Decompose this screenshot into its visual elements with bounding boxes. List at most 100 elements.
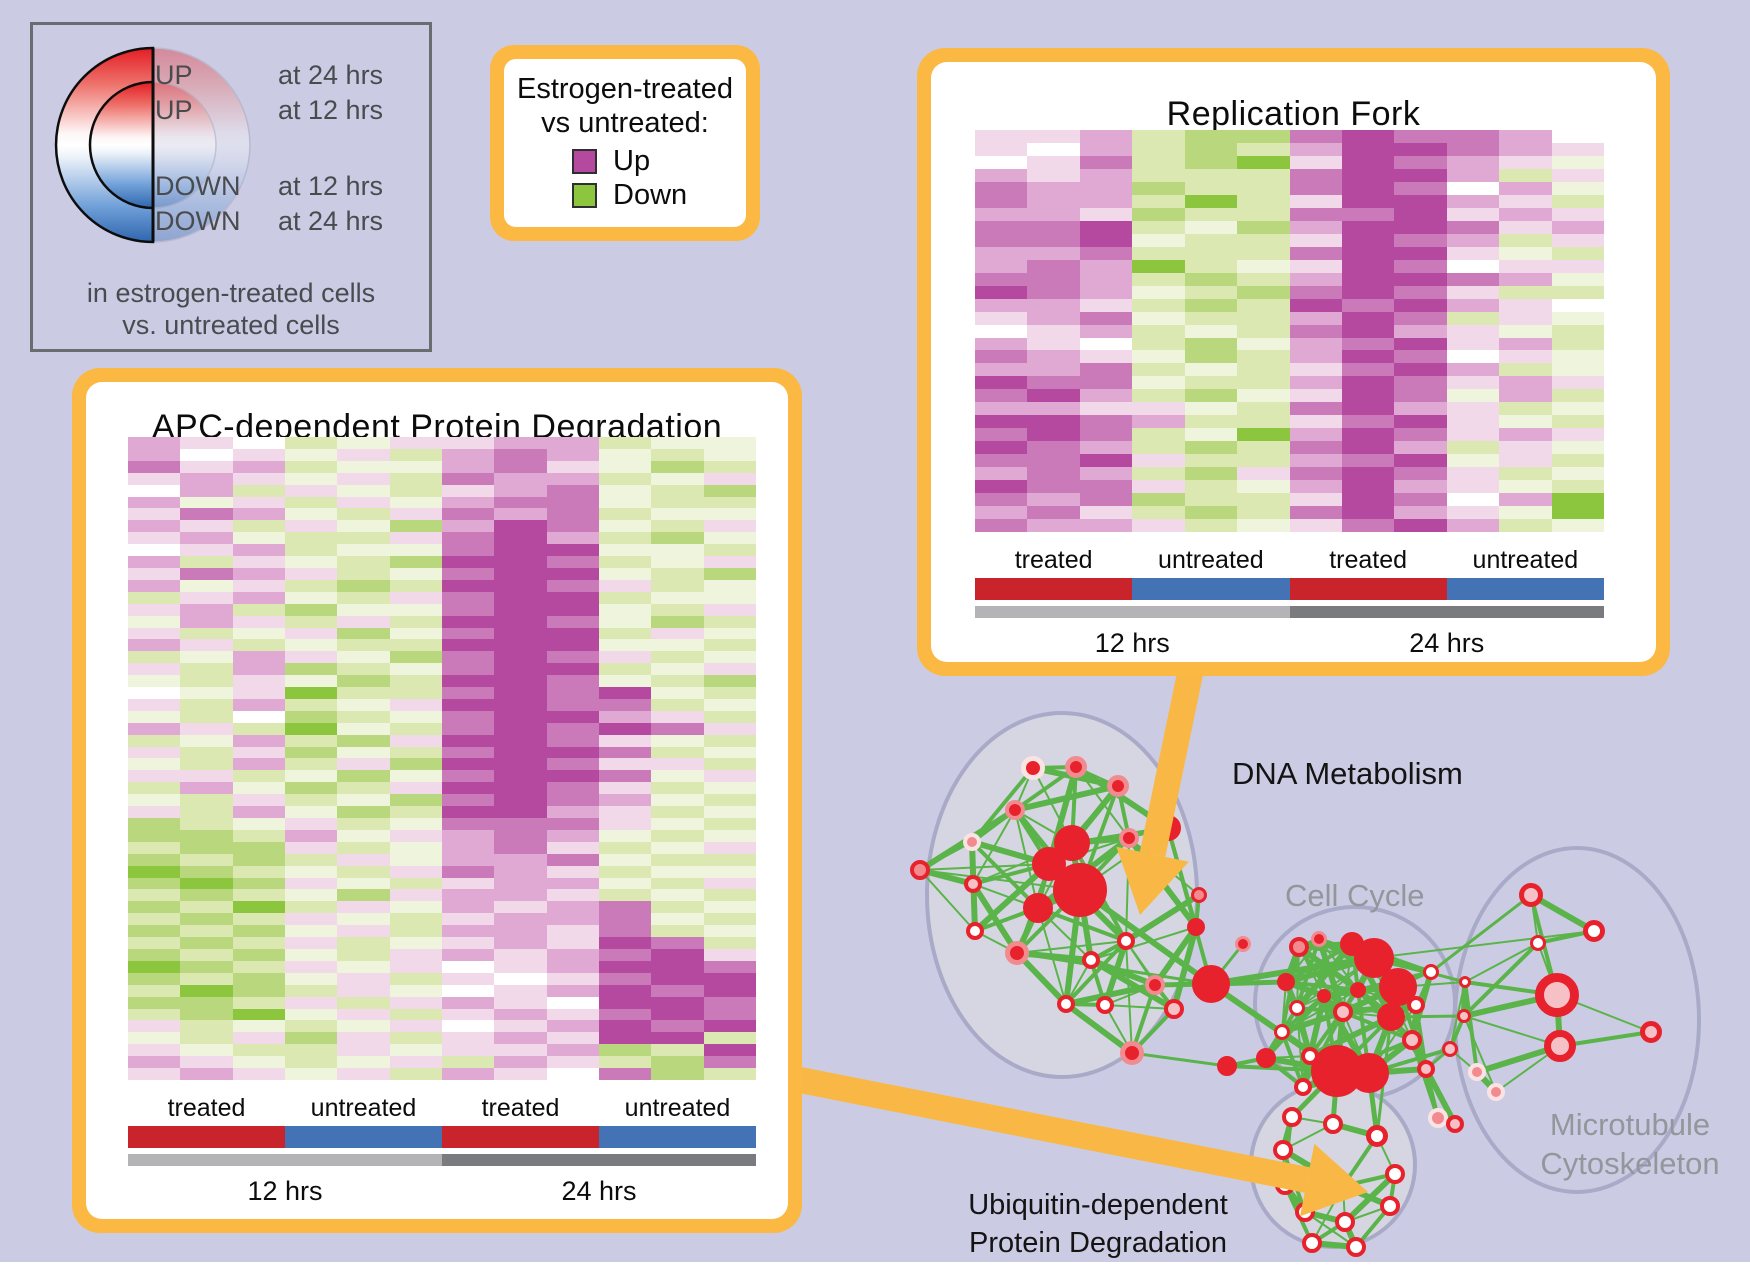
heatmap-row <box>975 168 1605 182</box>
scale-row-time: at 12 hrs <box>278 95 384 125</box>
time-label-12hrs: 12 hrs <box>1094 628 1170 658</box>
heatmap-row <box>128 829 756 842</box>
gene-node <box>966 922 984 940</box>
group-label-treated-2: treated <box>481 1094 560 1122</box>
heatmap-row <box>128 1044 756 1057</box>
time-bar-24hrs <box>1289 606 1604 618</box>
group-label-untreated-1: untreated <box>310 1094 417 1122</box>
gene-node <box>1487 1083 1505 1101</box>
heatmap-row <box>128 710 756 723</box>
heatmap-row <box>128 853 756 866</box>
heatmap-row <box>128 520 756 533</box>
heatmap-row <box>975 376 1605 390</box>
ubiquitin-label-line2: Protein Degradation <box>969 1227 1227 1259</box>
gene-node <box>1082 951 1100 969</box>
gene-node <box>1217 1056 1237 1076</box>
heatmap-row <box>128 698 756 711</box>
time-bar-12hrs <box>128 1154 442 1166</box>
gene-node <box>1333 1002 1353 1022</box>
gene-node <box>1583 920 1605 942</box>
heatmap-row <box>128 496 756 509</box>
heatmap-row <box>128 782 756 795</box>
gene-node <box>963 833 981 851</box>
callout-arrow-icon-2 <box>787 1065 1368 1217</box>
gene-node <box>1340 932 1364 956</box>
heatmap-row <box>128 877 756 890</box>
color-scale-legend: UP at 24 hrs UP at 12 hrs DOWN at 12 hrs DOWN a… <box>30 22 432 352</box>
heatmap-row <box>975 519 1605 533</box>
heatmap-row <box>128 448 756 461</box>
heatmap-row <box>128 1068 756 1080</box>
time-label-12hrs: 12 hrs <box>247 1176 323 1206</box>
gene-node <box>1428 1108 1448 1128</box>
gene-node <box>1117 932 1135 950</box>
replication-panel-title: Replication Fork <box>1166 95 1421 133</box>
microtubule-label-line2: Cytoskeleton <box>1540 1146 1720 1181</box>
treated-bar <box>442 1126 599 1148</box>
group-label-untreated-3: untreated <box>1472 546 1579 574</box>
heatmap-row <box>128 639 756 652</box>
scale-legend-footer1: in estrogen-treated cells <box>86 278 376 308</box>
heatmap-row <box>128 544 756 557</box>
gene-node <box>1354 938 1394 978</box>
gene-node <box>1459 976 1471 988</box>
heatmap-row <box>128 460 756 473</box>
heatmap-row <box>128 1032 756 1045</box>
heatmap-row <box>128 841 756 854</box>
group-label-treated-2: treated <box>1329 546 1408 574</box>
heatmap-row <box>128 567 756 580</box>
gene-node <box>1054 825 1090 861</box>
gene-node <box>1302 1233 1322 1253</box>
heatmap-row <box>128 984 756 997</box>
time-label-24hrs: 24 hrs <box>1409 628 1485 658</box>
microtubule-cytoskeleton-label: Microtubule Cytoskeleton <box>1500 1105 1750 1183</box>
heatmap-row <box>128 758 756 771</box>
heatmap-row <box>128 437 756 449</box>
group-label-treated-0: treated <box>1014 546 1093 574</box>
time-bar-12hrs <box>975 606 1290 618</box>
heatmap-row <box>128 472 756 485</box>
heatmap-row <box>128 722 756 735</box>
gene-node <box>1032 847 1066 881</box>
gene-node <box>1005 800 1025 820</box>
gene-node <box>1423 964 1439 980</box>
heatmap-row <box>975 441 1605 455</box>
scale-row-level: DOWN <box>155 206 241 236</box>
gene-node <box>1417 1060 1435 1078</box>
heatmap-row <box>128 627 756 640</box>
heatmap-row <box>128 794 756 807</box>
ubiquitin-label-line1: Ubiquitin-dependent <box>968 1189 1228 1221</box>
gene-node <box>1120 1041 1144 1065</box>
gene-node <box>1164 999 1184 1019</box>
gene-node <box>1277 973 1295 991</box>
heatmap-row <box>128 960 756 973</box>
heatmap-row <box>975 467 1605 481</box>
heatmap-row <box>128 925 756 938</box>
heatmap-row <box>128 687 756 699</box>
gene-node <box>1349 1053 1389 1093</box>
updown-item-label: Down <box>613 179 688 211</box>
gene-node <box>1187 918 1205 936</box>
updown-legend-body <box>504 59 746 227</box>
heatmap-row <box>128 972 756 985</box>
heatmap-row <box>128 806 756 818</box>
gene-node <box>1350 982 1366 998</box>
heatmap-row <box>975 194 1605 208</box>
heatmap-row <box>975 389 1605 403</box>
heatmap-row <box>975 350 1605 364</box>
apc-heatmap-annotations: treated untreated treated untreated 12 hrs 24… <box>128 1080 756 1210</box>
treated-bar <box>128 1126 285 1148</box>
group-label-treated-0: treated <box>167 1094 246 1122</box>
bottom-margin-strip <box>0 1262 1750 1279</box>
heatmap-row <box>128 818 756 830</box>
updown-legend: Estrogen-treated vs untreated: Up Down <box>490 45 760 241</box>
scale-row-time: at 12 hrs <box>278 171 384 201</box>
heatmap-row <box>128 615 756 628</box>
gene-node <box>1317 989 1331 1003</box>
replication-fork-panel: Replication Fork treated untreated treated… <box>917 48 1670 676</box>
heatmap-row <box>128 663 756 676</box>
heatmap-row <box>975 506 1605 520</box>
gene-node <box>1282 1107 1302 1127</box>
gene-node <box>1468 1063 1486 1081</box>
